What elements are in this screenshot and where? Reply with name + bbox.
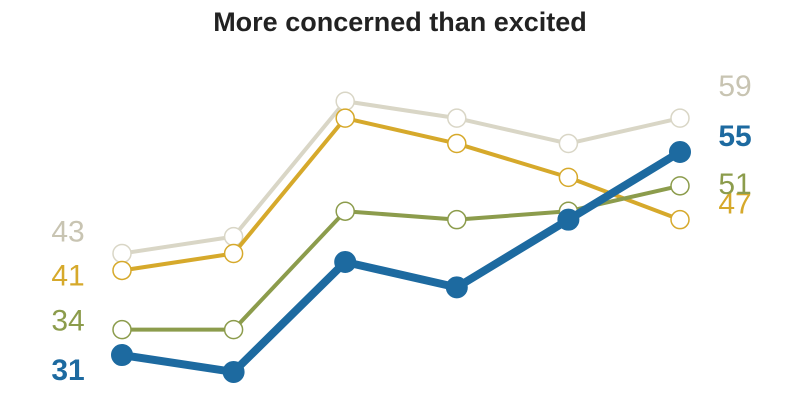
point-marker <box>557 208 580 231</box>
point-marker <box>334 250 357 273</box>
point-marker <box>670 176 690 196</box>
start-label: 43 <box>51 215 84 248</box>
series-line <box>118 148 684 376</box>
point-marker <box>222 360 245 383</box>
point-marker <box>670 108 690 128</box>
point-marker <box>335 91 355 111</box>
point-marker <box>447 209 467 230</box>
point-marker <box>669 141 691 163</box>
point-marker <box>558 167 579 188</box>
point-marker <box>112 260 132 281</box>
point-marker <box>112 319 132 340</box>
point-marker <box>335 108 355 128</box>
end-label: 55 <box>718 120 751 153</box>
point-marker <box>445 276 468 299</box>
series-line <box>120 116 682 273</box>
chart-title: More concerned than excited <box>213 7 587 37</box>
point-marker <box>223 243 244 264</box>
point-marker <box>223 319 244 340</box>
point-marker <box>112 243 132 264</box>
series-line <box>120 99 682 256</box>
end-label: 59 <box>718 70 751 103</box>
start-label: 34 <box>51 305 84 338</box>
point-marker <box>447 108 467 128</box>
start-label: 41 <box>51 259 84 292</box>
point-marker <box>558 133 579 154</box>
point-marker <box>111 344 133 367</box>
point-marker <box>447 133 467 154</box>
point-marker <box>335 201 355 221</box>
end-label: 51 <box>718 168 751 201</box>
start-label: 31 <box>51 354 84 387</box>
point-marker <box>670 209 690 230</box>
end-label: 47 <box>718 188 751 221</box>
